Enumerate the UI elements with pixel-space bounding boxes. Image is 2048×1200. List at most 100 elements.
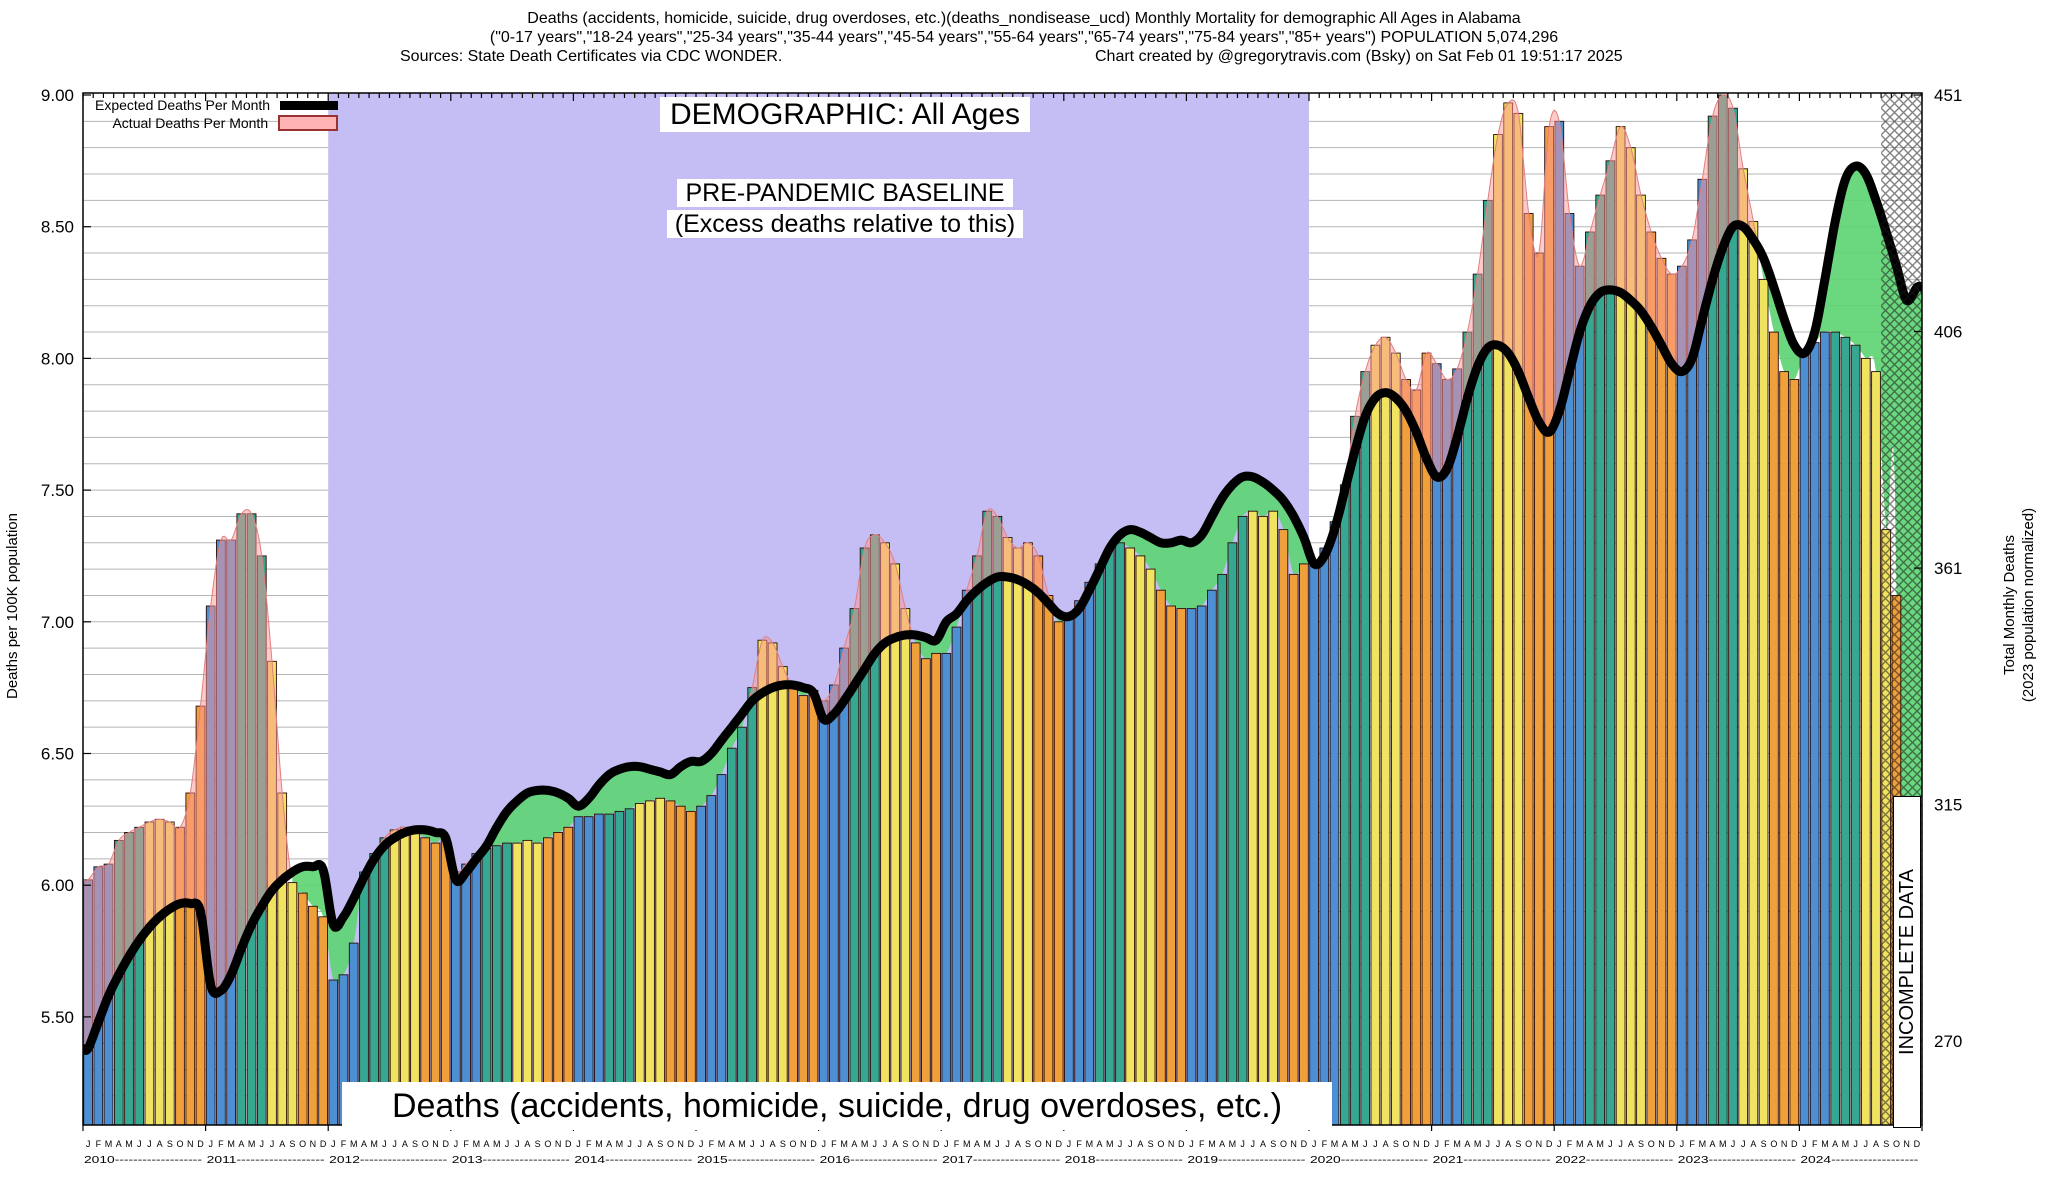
month-tick-label: J: [1486, 1139, 1491, 1149]
bar: [1002, 537, 1013, 1125]
y-right-title-line2: (2023 population normalized): [2020, 507, 2037, 703]
bar: [328, 979, 339, 1125]
month-tick-label: A: [524, 1139, 530, 1149]
month-tick-label: M: [125, 1139, 133, 1149]
year-tick-label: 2021-------------------: [1433, 1154, 1552, 1166]
bar: [716, 774, 727, 1125]
bar: [992, 515, 1003, 1125]
bar: [389, 829, 400, 1125]
year-tick-label: 2022-------------------: [1555, 1154, 1674, 1166]
bar: [757, 639, 768, 1125]
month-tick-label: J: [1434, 1139, 1439, 1149]
month-tick-label: M: [350, 1139, 358, 1149]
bottom-banner-label: Deaths (accidents, homicide, suicide, dr…: [342, 1082, 1332, 1130]
month-tick-label: J: [331, 1139, 336, 1149]
bar: [1135, 555, 1146, 1125]
bar: [1278, 529, 1289, 1125]
bar: [1452, 368, 1462, 1125]
month-tick-label: A: [729, 1139, 735, 1149]
y-left-tick-label: 9.00: [41, 86, 74, 105]
month-tick-label: D: [1914, 1139, 1921, 1149]
month-tick-label: A: [1383, 1139, 1389, 1149]
bar: [890, 563, 901, 1125]
month-tick-label: J: [260, 1139, 265, 1149]
month-tick-label: O: [177, 1139, 184, 1149]
month-tick-label: M: [1576, 1139, 1584, 1149]
month-tick-label: O: [1157, 1139, 1164, 1149]
bar: [706, 795, 717, 1125]
bar: [1217, 573, 1228, 1125]
year-tick-label: 2019-------------------: [1187, 1154, 1306, 1166]
month-tick-label: A: [157, 1139, 163, 1149]
bar: [1636, 194, 1646, 1125]
bar: [522, 839, 533, 1125]
bar: [1738, 168, 1749, 1125]
month-tick-label: J: [760, 1139, 765, 1149]
month-tick-label: A: [238, 1139, 244, 1149]
bar: [1748, 220, 1759, 1125]
month-tick-label: S: [1761, 1139, 1767, 1149]
bar: [1401, 379, 1411, 1125]
bar: [1268, 510, 1279, 1125]
month-tick-label: M: [1821, 1139, 1829, 1149]
month-tick-label: M: [1719, 1139, 1727, 1149]
month-tick-label: J: [821, 1139, 826, 1149]
month-tick-label: A: [1260, 1139, 1266, 1149]
month-tick-label: J: [515, 1139, 520, 1149]
actual-fill-swatch: [278, 115, 339, 131]
bar: [1064, 616, 1074, 1125]
y-left-tick-label: 6.50: [41, 745, 74, 764]
month-tick-label: M: [227, 1139, 235, 1149]
baseline-label: PRE-PANDEMIC BASELINE (Excess deaths rel…: [0, 178, 1690, 240]
bar: [318, 916, 328, 1125]
month-tick-label: A: [1015, 1139, 1021, 1149]
bar: [1666, 273, 1677, 1125]
bar: [1462, 331, 1473, 1125]
bar: [1850, 344, 1861, 1125]
bar: [1860, 357, 1871, 1125]
bar: [961, 589, 972, 1125]
month-tick-label: F: [341, 1139, 347, 1149]
bar: [910, 642, 921, 1125]
bar: [420, 837, 431, 1125]
y-right-tick-label: 406: [1934, 323, 1962, 342]
month-tick-label: J: [1373, 1139, 1378, 1149]
bar: [1677, 265, 1687, 1125]
month-tick-label: M: [1596, 1139, 1604, 1149]
bar: [972, 555, 982, 1125]
month-tick-label: J: [382, 1139, 387, 1149]
bar: [1350, 415, 1360, 1125]
month-tick-label: F: [1076, 1139, 1082, 1149]
credit-note: Chart created by @gregorytravis.com (Bsk…: [1095, 48, 1623, 65]
bar: [1339, 484, 1350, 1125]
month-tick-label: M: [1229, 1139, 1237, 1149]
month-tick-label: M: [861, 1139, 869, 1149]
month-tick-label: J: [1802, 1139, 1807, 1149]
bar: [594, 813, 604, 1125]
bar: [1319, 547, 1330, 1125]
month-tick-label: S: [657, 1139, 663, 1149]
month-tick-label: S: [1638, 1139, 1644, 1149]
excess-band-green: [1111, 476, 1313, 609]
month-tick-label: S: [902, 1139, 908, 1149]
year-tick-label: 2016-------------------: [820, 1154, 939, 1166]
month-tick-label: D: [320, 1139, 327, 1149]
bar: [634, 803, 645, 1125]
expected-line-swatch: [280, 100, 339, 110]
excess-band-green: [484, 707, 748, 849]
bar: [686, 810, 696, 1125]
bar: [665, 800, 676, 1125]
month-tick-label: N: [800, 1139, 807, 1149]
month-tick-label: M: [616, 1139, 624, 1149]
bar: [982, 510, 993, 1125]
month-tick-label: A: [1097, 1139, 1103, 1149]
bar: [1830, 331, 1841, 1125]
month-tick-label: M: [1331, 1139, 1339, 1149]
bar: [1840, 336, 1851, 1125]
month-tick-label: D: [197, 1139, 204, 1149]
bar: [1411, 389, 1422, 1125]
month-tick-label: M: [473, 1139, 481, 1149]
bar: [931, 652, 941, 1125]
month-tick-label: N: [1658, 1139, 1665, 1149]
